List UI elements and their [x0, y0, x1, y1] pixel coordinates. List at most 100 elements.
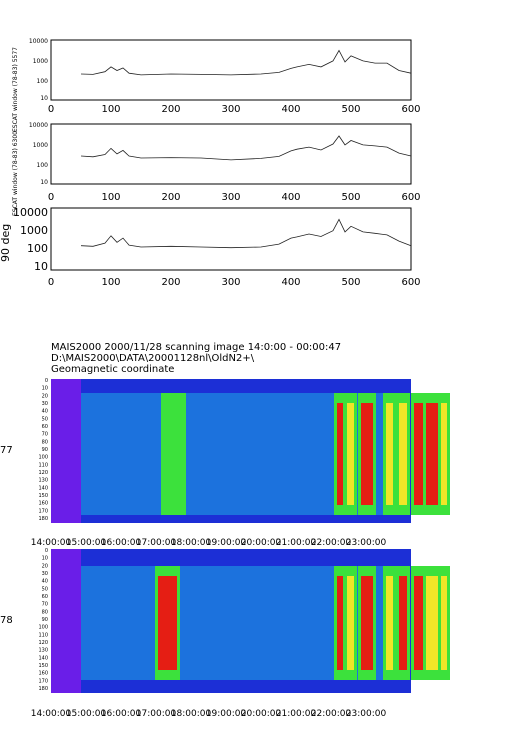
line-panel-2-xtick-0: 0	[48, 192, 54, 203]
line-panel-3-ytick-0: 10000	[13, 206, 48, 219]
line-panel-2-ytick-1: 1000	[33, 142, 48, 149]
heatmap-1-xtick-0: 14:00:00	[31, 538, 72, 548]
line-panel-3-series	[80, 218, 412, 249]
heatmap-2-band-4	[386, 576, 393, 670]
line-panel-2-xtick-2: 200	[161, 192, 180, 203]
heatmap-2-ytick-16: 160	[38, 671, 48, 677]
heatmap-1-ytick-14: 140	[38, 485, 48, 491]
line-panel-2-xtick-3: 300	[221, 192, 240, 203]
image-header-line3: Geomagnetic coordinate	[51, 364, 174, 375]
heatmap-2-xtick-7: 21:00:00	[276, 709, 317, 719]
line-panel-2-frame	[50, 123, 412, 185]
line-panel-3-xtick-4: 400	[281, 277, 300, 288]
heatmap-2-xtick-2: 16:00:00	[101, 709, 142, 719]
heatmap-1-ytick-1: 10	[42, 386, 48, 392]
line-panel-3-xtick-6: 600	[401, 277, 420, 288]
heatmap-2-ytick-13: 130	[38, 648, 48, 654]
line-panel-3-xtick-1: 100	[101, 277, 120, 288]
line-panel-1-xtick-4: 400	[281, 104, 300, 115]
image-panel-2-side-label: 78	[0, 615, 13, 626]
heatmap-2-xtick-1: 15:00:00	[66, 709, 107, 719]
heatmap-2-ytick-11: 110	[38, 632, 48, 638]
image-panel-2-xticks: 14:00:0015:00:0016:00:0017:00:0018:00:00…	[31, 709, 387, 719]
line-panel-1-frame	[50, 39, 412, 101]
heatmap-1-ytick-15: 150	[38, 493, 48, 499]
image-header-line2: D:\MAIS2000\DATA\20001128nl\OldN2+\	[51, 353, 255, 364]
heatmap-2-ytick-17: 170	[38, 678, 48, 684]
heatmap-1-ytick-0: 0	[45, 378, 48, 384]
line-panel-2-xtick-4: 400	[281, 192, 300, 203]
line-panel-2-ytick-0: 10000	[29, 122, 48, 129]
heatmap-2-ytick-2: 20	[42, 563, 48, 569]
heatmap-1-xtick-5: 19:00:00	[206, 538, 247, 548]
heatmap-1-xtick-9: 23:00:00	[346, 538, 387, 548]
line-panel-1-ytick-1: 1000	[33, 58, 48, 65]
heatmap-1-band-6	[399, 403, 407, 505]
image-panel-1-left-strip	[51, 379, 81, 523]
image-header-line1: MAIS2000 2000/11/28 scanning image 14:0:…	[51, 342, 341, 353]
heatmap-1-xtick-8: 22:00:00	[311, 538, 352, 548]
line-panel-2-ytick-2: 100	[37, 162, 49, 169]
heatmap-1-ytick-8: 80	[42, 439, 48, 445]
line-panel-2-series	[80, 135, 412, 161]
line-panel-1-ytick-3: 10	[40, 95, 48, 102]
line-panel-3-frame	[50, 207, 412, 271]
line-panel-3-xtick-3: 300	[221, 277, 240, 288]
heatmap-2-band-7	[426, 576, 439, 670]
line-panel-1-series	[80, 49, 412, 76]
line-panel-1-ylabel: ESCAT window (78-83) 5577	[12, 47, 19, 132]
line-panel-1-xtick-6: 600	[401, 104, 420, 115]
heatmap-1-band-8	[426, 403, 439, 505]
line-panel-3-ylabel: 90 deg	[0, 224, 12, 262]
heatmap-2-ytick-8: 80	[42, 609, 48, 615]
heatmap-1-band-0	[164, 403, 171, 505]
line-panel-3: 90 deg 10000 1000 100 10 0 100 200 300 4…	[0, 206, 421, 288]
line-panel-1-xtick-2: 200	[161, 104, 180, 115]
heatmap-2-xtick-6: 20:00:00	[241, 709, 282, 719]
heatmap-2-ytick-6: 60	[42, 594, 48, 600]
heatmap-2-ytick-12: 120	[38, 640, 48, 646]
heatmap-1-ytick-17: 170	[38, 508, 48, 514]
heatmap-2-ytick-15: 150	[38, 663, 48, 669]
image-panel-1-xticks: 14:00:0015:00:0016:00:0017:00:0018:00:00…	[31, 538, 387, 548]
heatmap-2-ytick-9: 90	[42, 617, 48, 623]
heatmap-2-ytick-18: 180	[38, 686, 48, 692]
heatmap-1-ytick-3: 30	[42, 401, 48, 407]
heatmap-2-ytick-1: 10	[42, 556, 48, 562]
line-panel-3-xtick-0: 0	[48, 277, 54, 288]
heatmap-1-xtick-7: 21:00:00	[276, 538, 317, 548]
heatmap-2-band-2	[347, 576, 354, 670]
line-panel-2-xtick-1: 100	[101, 192, 120, 203]
heatmap-2-band-0	[158, 576, 177, 670]
heatmap-2-xtick-8: 22:00:00	[311, 709, 352, 719]
line-panel-2-ylabel: ESCAT window (78-83) 6300	[12, 131, 19, 216]
heatmap-1-ytick-12: 120	[38, 470, 48, 476]
heatmap-2-ytick-10: 100	[38, 625, 48, 631]
heatmap-1-band-9	[441, 403, 447, 505]
heatmap-1-xtick-2: 16:00:00	[101, 538, 142, 548]
line-panel-2: ESCAT window (78-83) 6300 10000 1000 100…	[12, 122, 421, 216]
heatmap-2-band-3	[361, 576, 373, 670]
heatmap-2-ytick-4: 40	[42, 579, 48, 585]
heatmap-2-ytick-5: 50	[42, 586, 48, 592]
line-panel-1-xtick-1: 100	[101, 104, 120, 115]
heatmap-2-ytick-3: 30	[42, 571, 48, 577]
line-panel-3-ytick-3: 10	[34, 260, 48, 273]
heatmap-1-ytick-18: 180	[38, 516, 48, 522]
line-panel-3-ytick-1: 1000	[20, 224, 48, 237]
heatmap-2-xtick-4: 18:00:00	[171, 709, 212, 719]
heatmap-1-ytick-9: 90	[42, 447, 48, 453]
heatmap-2-xtick-5: 19:00:00	[206, 709, 247, 719]
image-panel-2-left-strip	[51, 549, 81, 693]
heatmap-2-ytick-14: 140	[38, 655, 48, 661]
heatmap-2-xtick-9: 23:00:00	[346, 709, 387, 719]
heatmap-1-band-7	[414, 403, 423, 505]
image-panel-1-bands	[161, 393, 450, 515]
heatmap-1-ytick-13: 130	[38, 478, 48, 484]
line-panel-1-ytick-2: 100	[37, 78, 49, 85]
line-panel-2-xtick-5: 500	[341, 192, 360, 203]
